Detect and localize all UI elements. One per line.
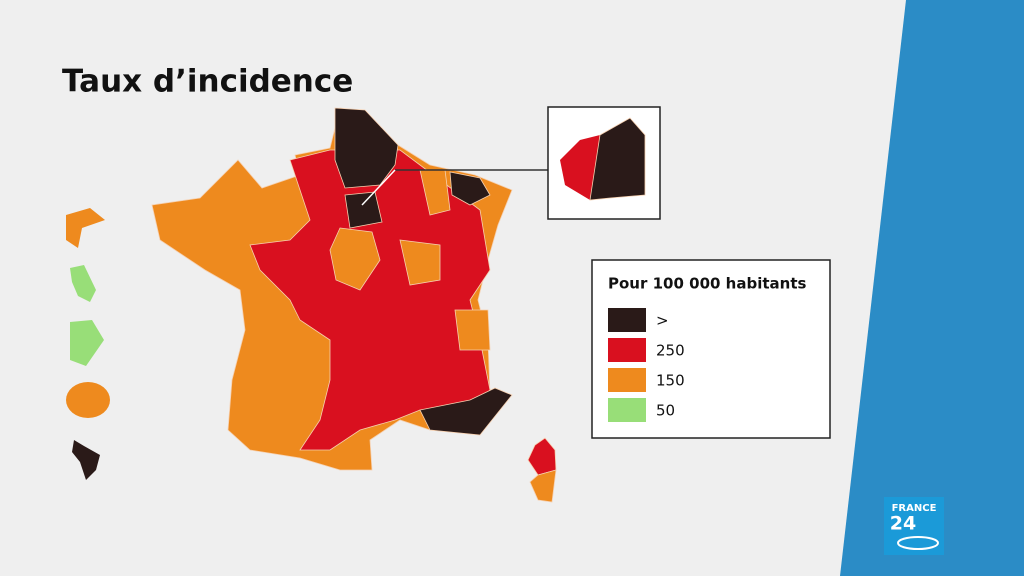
logo-box bbox=[884, 497, 944, 555]
region-orange-center bbox=[329, 227, 381, 291]
guadeloupe bbox=[66, 208, 105, 248]
guyane bbox=[70, 320, 104, 366]
reunion bbox=[66, 382, 110, 418]
legend-title: Pour 100 000 habitants bbox=[608, 275, 806, 293]
region-red bbox=[249, 149, 491, 451]
region-orange-alps bbox=[454, 309, 491, 351]
legend-swatch bbox=[608, 338, 646, 362]
region-orange-east bbox=[399, 239, 441, 286]
legend-label: 150 bbox=[656, 372, 685, 390]
overseas bbox=[66, 208, 110, 480]
legend: Pour 100 000 habitants >250 150 50 bbox=[591, 259, 831, 439]
legend-swatch bbox=[608, 398, 646, 422]
legend-label: > bbox=[656, 312, 669, 330]
title: Taux d’incidence bbox=[62, 64, 353, 100]
legend-swatch bbox=[608, 308, 646, 332]
inset-connector bbox=[361, 169, 396, 206]
inset-paris bbox=[547, 106, 661, 220]
logo-ring bbox=[897, 536, 939, 550]
region-black-north bbox=[334, 107, 399, 189]
corsica-south bbox=[529, 469, 557, 503]
legend-label: 50 bbox=[656, 402, 675, 420]
inset-red bbox=[560, 135, 600, 200]
map-france bbox=[151, 107, 557, 503]
region-black-southeast bbox=[419, 387, 513, 436]
region-black-east bbox=[449, 171, 491, 206]
inset-black bbox=[589, 117, 646, 201]
martinique bbox=[70, 265, 96, 302]
mayotte bbox=[72, 440, 100, 480]
logo: FRANCE 24 bbox=[884, 497, 944, 555]
logo-line1: FRANCE bbox=[892, 503, 937, 514]
region-black-paris bbox=[344, 191, 383, 229]
legend-label: 250 bbox=[656, 342, 685, 360]
side-band bbox=[840, 0, 1024, 576]
logo-line2: 24 bbox=[890, 513, 916, 535]
legend-swatch bbox=[608, 368, 646, 392]
